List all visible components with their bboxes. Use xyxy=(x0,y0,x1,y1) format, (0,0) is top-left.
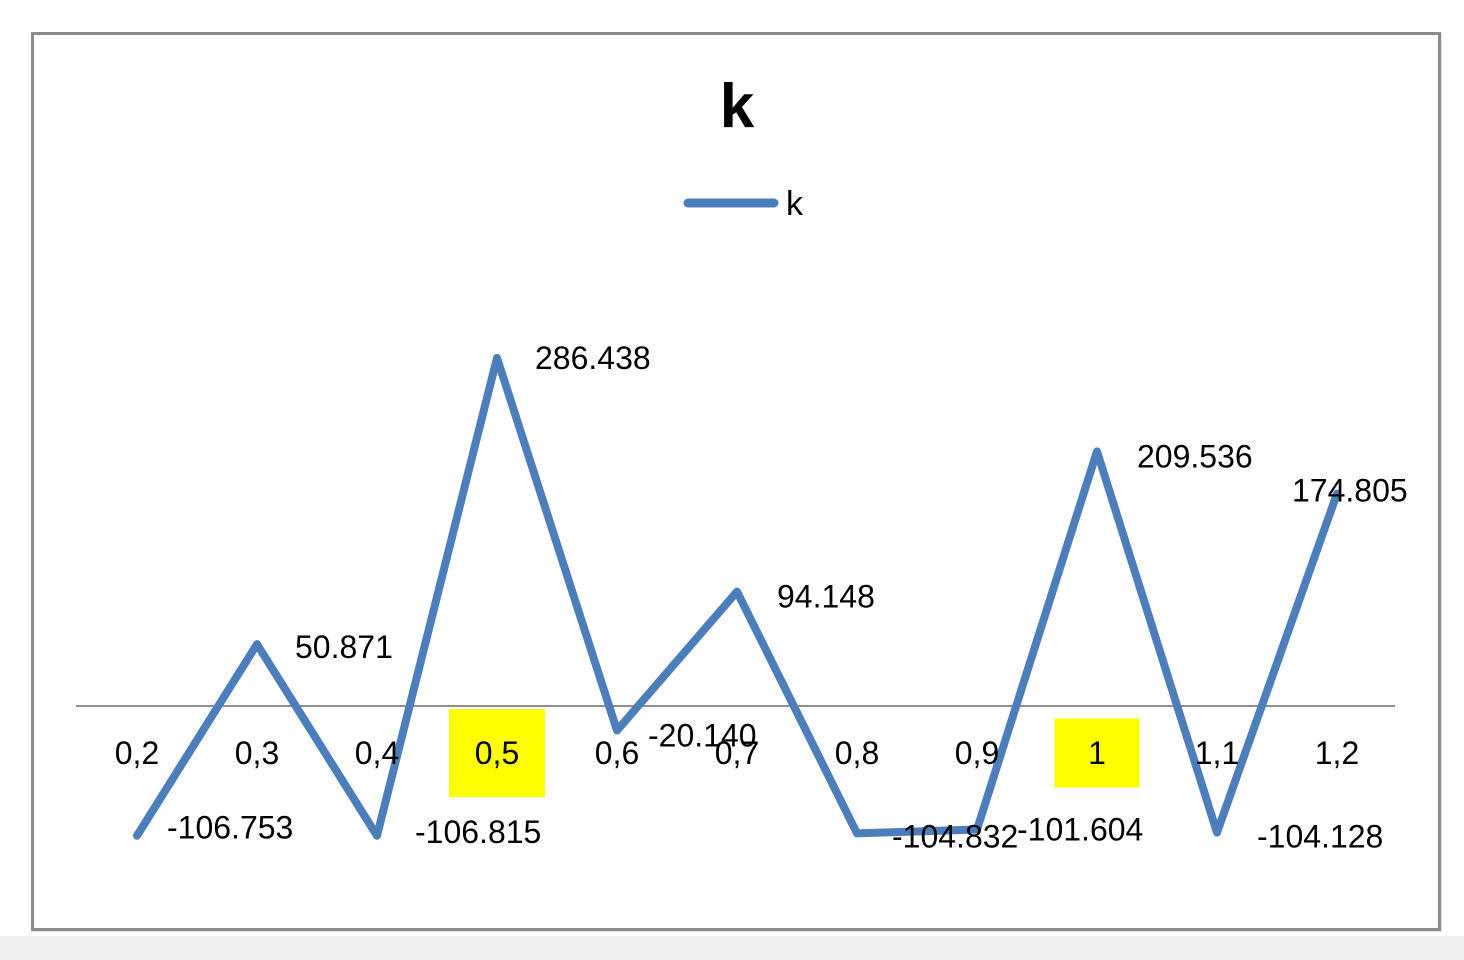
data-label-0: -106.753 xyxy=(167,810,293,846)
data-label-7: -101.604 xyxy=(1017,811,1143,847)
data-label-6: -104.832 xyxy=(892,818,1018,854)
data-label-10: 174.805 xyxy=(1292,473,1408,509)
x-tick-label-10: 1,2 xyxy=(1315,735,1359,771)
highlight-1 xyxy=(1054,718,1140,788)
x-tick-label-6: 0,8 xyxy=(835,735,879,771)
series-line-k xyxy=(133,353,1341,840)
data-label-9: -104.128 xyxy=(1257,819,1383,855)
plot-area: 0,2 0,3 0,4 0,5 0,6 0,7 0,8 0,9 1 1,1 1,2 -106.753 5… xyxy=(76,340,1408,855)
x-tick-label-4: 0,6 xyxy=(595,735,639,771)
data-label-8: 209.536 xyxy=(1137,438,1253,474)
data-label-3: 286.438 xyxy=(535,340,651,376)
x-tick-label-8: 1 xyxy=(1088,735,1106,771)
x-tick-label-3: 0,5 xyxy=(475,735,519,771)
page-bottom-strip xyxy=(0,936,1464,960)
legend-label: k xyxy=(786,185,804,223)
x-tick-label-5: 0,7 xyxy=(715,735,759,771)
data-label-1: 50.871 xyxy=(295,629,393,665)
x-tick-label-0: 0,2 xyxy=(115,735,159,771)
x-tick-label-9: 1,1 xyxy=(1195,735,1239,771)
chart-title: k xyxy=(720,72,755,141)
highlight-0,5 xyxy=(449,709,545,797)
chart-area-frame xyxy=(31,32,1441,931)
data-label-2: -106.815 xyxy=(415,814,541,850)
x-tick-label-1: 0,3 xyxy=(235,735,279,771)
x-tick-label-7: 0,9 xyxy=(955,735,999,771)
data-label-4: -20.140 xyxy=(648,717,757,753)
data-label-5: 94.148 xyxy=(777,579,875,615)
x-tick-label-2: 0,4 xyxy=(355,735,399,771)
